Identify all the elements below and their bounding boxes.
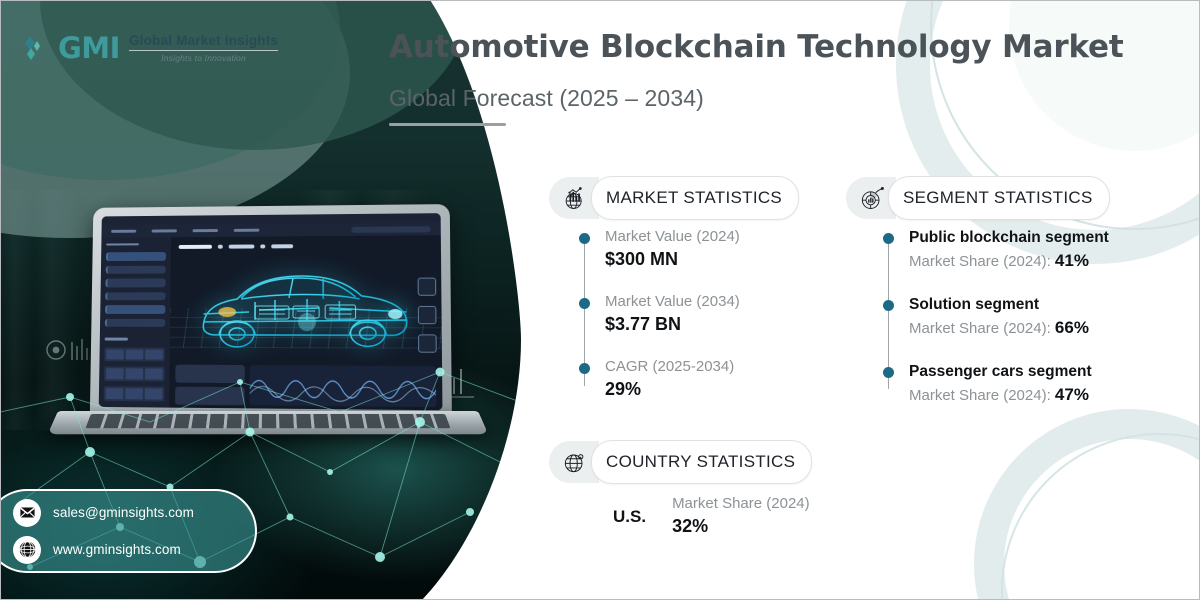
decorative-arc-bottom-right-thin <box>1001 433 1199 599</box>
market-stat-value: 29% <box>605 379 642 400</box>
segment-statistics-label: SEGMENT STATISTICS <box>888 176 1110 220</box>
page-subtitle: Global Forecast (2025 – 2034) <box>389 85 704 111</box>
gmi-diamond-logo-icon <box>25 36 40 60</box>
logo-acronym: GMI <box>58 30 120 65</box>
segment-share: Market Share (2024): 66% <box>909 317 1163 340</box>
timeline-bullet <box>883 300 894 312</box>
page-title: Automotive Blockchain Technology Market <box>389 29 1124 65</box>
segment-share: Market Share (2024): 47% <box>909 384 1163 407</box>
contact-website-row[interactable]: www.gminsights.com <box>13 535 255 564</box>
segment-name: Public blockchain segment <box>909 229 1109 246</box>
segment-share-value: 47% <box>1054 385 1089 405</box>
market-stat-label: Market Value (2034) <box>605 293 740 311</box>
country-share-label: Market Share (2024) <box>672 495 810 512</box>
market-stat-label: CAGR (2025-2034) <box>605 358 735 376</box>
globe-bar-chart-icon <box>549 177 599 219</box>
title-underline <box>389 123 506 126</box>
hero-image-panel: sales@gminsights.com www.gminsights.com <box>1 1 521 600</box>
market-stat-label: Market Value (2024) <box>605 228 740 245</box>
segment-statistics-badge: SEGMENT STATISTICS <box>846 176 1110 220</box>
timeline-bullet <box>579 363 590 375</box>
segment-share-value: 41% <box>1054 251 1089 271</box>
country-statistics-label: COUNTRY STATISTICS <box>591 440 813 484</box>
pie-chart-target-icon <box>846 177 896 219</box>
decorative-arc-bottom-right <box>974 409 1199 599</box>
timeline-bullet <box>579 298 590 310</box>
market-statistics-badge: MARKET STATISTICS <box>549 176 800 220</box>
globe-pin-icon <box>549 441 599 483</box>
laptop-lid <box>90 204 452 420</box>
brand-logo[interactable]: GMI Global Market Insights Insights to I… <box>23 30 279 65</box>
segment-stat-item: Passenger cars segment Market Share (202… <box>883 362 1163 407</box>
segment-statistics-timeline: Public blockchain segment Market Share (… <box>883 228 1163 407</box>
country-name: U.S. <box>613 507 647 526</box>
market-stat-item: Market Value (2024) $300 MN <box>579 228 829 271</box>
segment-share: Market Share (2024): 41% <box>909 250 1163 273</box>
contact-card: sales@gminsights.com www.gminsights.com <box>1 489 257 573</box>
holographic-car-wireframe <box>189 255 421 360</box>
segment-share-label: Market Share (2024): <box>909 253 1055 271</box>
segment-share-value: 66% <box>1054 318 1089 338</box>
timeline-bullet <box>883 367 894 379</box>
market-statistics-timeline: Market Value (2024) $300 MN Market Value… <box>579 228 829 401</box>
contact-website-text: www.gminsights.com <box>53 542 181 557</box>
segment-share-label: Market Share (2024): <box>909 387 1055 405</box>
country-statistics-row: U.S. Market Share (2024) 32% <box>613 495 810 538</box>
country-share-value: 32% <box>672 515 709 536</box>
timeline-bullet <box>883 233 894 244</box>
laptop-device <box>58 205 478 455</box>
contact-email-row[interactable]: sales@gminsights.com <box>13 498 255 527</box>
segment-stat-item: Solution segment Market Share (2024): 66… <box>883 295 1163 340</box>
segment-stat-item: Public blockchain segment Market Share (… <box>883 228 1163 273</box>
market-stat-item: Market Value (2034) $3.77 BN <box>579 293 829 336</box>
logo-divider <box>128 50 279 51</box>
laptop-screen <box>99 213 443 410</box>
decorative-arc-top-right-fill <box>1009 1 1199 151</box>
market-statistics-label: MARKET STATISTICS <box>591 176 800 220</box>
envelope-icon <box>13 498 41 527</box>
timeline-bullet <box>579 233 590 244</box>
globe-icon <box>13 535 41 564</box>
market-stat-item: CAGR (2025-2034) 29% <box>579 358 829 401</box>
market-stat-value: $3.77 BN <box>605 313 682 334</box>
logo-tagline: Insights to Innovation <box>161 53 246 63</box>
market-stat-value: $300 MN <box>605 248 679 269</box>
segment-name: Passenger cars segment <box>909 363 1092 381</box>
segment-share-label: Market Share (2024): <box>909 320 1055 338</box>
country-statistics-badge: COUNTRY STATISTICS <box>549 440 813 484</box>
logo-company-name: Global Market Insights <box>128 33 279 48</box>
segment-name: Solution segment <box>909 296 1040 314</box>
contact-email-text: sales@gminsights.com <box>53 505 195 520</box>
